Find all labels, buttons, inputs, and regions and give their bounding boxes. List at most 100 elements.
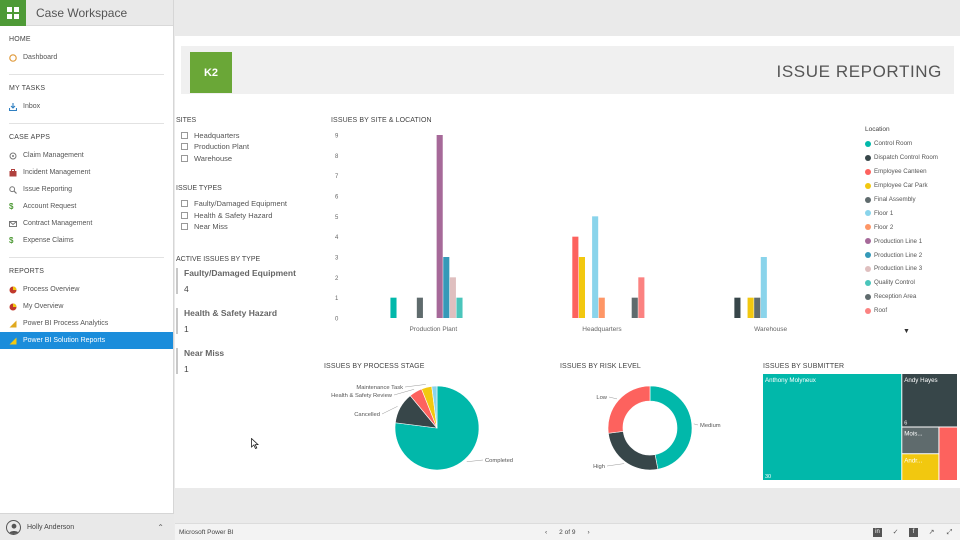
user-bar[interactable]: Holly Anderson ⌃ — [0, 513, 174, 540]
submitter-treemap[interactable]: Anthony Molyneux Andy Hayes Mois... Andr...… — [763, 374, 958, 484]
bar — [416, 297, 423, 318]
bar-chart-title: ISSUES BY SITE & LOCATION — [331, 117, 432, 124]
nav-item-contract-management[interactable]: Contract Management — [9, 215, 164, 232]
previous-page-icon[interactable]: ‹ — [545, 528, 548, 536]
dashboard-icon — [9, 53, 17, 62]
legend-item[interactable]: Production Line 3 — [865, 262, 960, 276]
inbox-icon — [8, 102, 18, 111]
checkbox[interactable] — [181, 223, 188, 230]
risk-level-donut[interactable]: Medium High Low — [590, 374, 750, 479]
legend-item[interactable]: Production Line 1 — [865, 234, 960, 248]
slicer-item-health-safety[interactable]: Health & Safety Hazard — [181, 211, 272, 220]
legend-swatch — [865, 210, 871, 217]
nav-item-expense-claims[interactable]: $ Expense Claims — [9, 232, 164, 249]
donut-slice-label: Medium — [700, 423, 721, 429]
facebook-icon[interactable]: f — [909, 527, 918, 537]
legend-label: Floor 1 — [874, 209, 894, 217]
slicer-item-warehouse[interactable]: Warehouse — [181, 154, 232, 163]
next-page-icon[interactable]: › — [587, 528, 590, 536]
process-stage-pie[interactable]: Completed Cancelled Health & Safety Review… — [320, 374, 535, 479]
nav-label: Incident Management — [23, 169, 91, 176]
kpi-label: Faulty/Damaged Equipment — [184, 268, 296, 278]
treemap-value: 6 — [904, 421, 907, 427]
checkbox[interactable] — [181, 155, 188, 162]
slicer-item-near-miss[interactable]: Near Miss — [181, 222, 228, 231]
donut-slice-label: Low — [596, 395, 607, 401]
twitter-icon[interactable]: ✓ — [892, 528, 899, 536]
checkbox[interactable] — [181, 132, 188, 139]
legend-swatch — [865, 140, 871, 147]
legend-item[interactable]: Floor 1 — [865, 206, 960, 220]
bar-chart[interactable]: 0 1 2 3 4 5 6 7 8 9 Production Plant Headquarters Wa… — [325, 128, 865, 343]
slicer-label: Faulty/Damaged Equipment — [194, 199, 287, 208]
legend-swatch — [865, 238, 871, 245]
pie-leader-line — [393, 389, 415, 396]
donut-slice — [607, 431, 659, 471]
nav-head-home: HOME — [9, 36, 31, 43]
nav-label: Expense Claims — [23, 237, 74, 244]
slicer-label: Warehouse — [194, 154, 233, 163]
treemap-label: Andy Hayes — [904, 377, 937, 384]
k2-logo: K2 — [190, 52, 232, 93]
y-tick-label: 4 — [335, 235, 339, 241]
risk-chart-title: ISSUES BY RISK LEVEL — [560, 363, 641, 370]
chart-legend: Location Control Room Dispatch Control Ro… — [865, 126, 960, 318]
legend-item[interactable]: Employee Canteen — [865, 165, 960, 179]
bar — [456, 297, 463, 318]
bar — [631, 297, 638, 318]
nav-item-power-bi-process-analytics[interactable]: Power BI Process Analytics — [9, 315, 164, 332]
checkbox[interactable] — [181, 212, 188, 219]
legend-item[interactable]: Control Room — [865, 137, 960, 151]
submitter-chart-title: ISSUES BY SUBMITTER — [763, 363, 845, 370]
legend-label: Dispatch Control Room — [874, 154, 938, 162]
checkbox[interactable] — [181, 200, 188, 207]
nav-item-my-overview[interactable]: My Overview — [9, 298, 164, 315]
kpi-card: Health & Safety Hazard 1 — [176, 308, 306, 334]
app-sidebar: Case Workspace HOME Dashboard MY TASKS I… — [0, 0, 174, 540]
legend-item[interactable]: Final Assembly — [865, 193, 960, 207]
app-grid-icon[interactable] — [0, 0, 26, 26]
legend-label: Production Line 1 — [874, 237, 923, 245]
nav-item-process-overview[interactable]: Process Overview — [9, 281, 164, 298]
slicer-item-faulty-equipment[interactable]: Faulty/Damaged Equipment — [181, 199, 287, 208]
bar — [436, 135, 443, 318]
kpi-value: 4 — [184, 284, 189, 294]
nav-home: HOME Dashboard — [0, 26, 173, 66]
nav-divider — [9, 257, 164, 258]
bar — [449, 277, 456, 318]
legend-swatch — [865, 224, 871, 231]
legend-item[interactable]: Floor 2 — [865, 220, 960, 234]
share-icon[interactable]: ↗ — [928, 528, 935, 536]
slicer-item-headquarters[interactable]: Headquarters — [181, 131, 239, 140]
report-title: ISSUE REPORTING — [776, 62, 942, 81]
nav-label: Claim Management — [23, 152, 84, 159]
nav-label: Power BI Solution Reports — [23, 337, 106, 344]
x-tick-label: Production Plant — [409, 326, 457, 333]
nav-item-incident-management[interactable]: Incident Management — [9, 164, 164, 181]
nav-item-power-bi-solution-reports[interactable]: Power BI Solution Reports — [0, 332, 173, 349]
nav-item-inbox[interactable]: Inbox — [8, 98, 164, 115]
treemap-label: Anthony Molyneux — [765, 377, 817, 384]
nav-item-account-request[interactable]: $ Account Request — [9, 198, 164, 215]
fullscreen-icon[interactable]: ⤢ — [946, 528, 953, 536]
nav-item-issue-reporting[interactable]: Issue Reporting — [9, 181, 164, 198]
legend-item[interactable]: Roof — [865, 304, 960, 318]
legend-item[interactable]: Dispatch Control Room — [865, 151, 960, 165]
legend-scroll-down-icon[interactable]: ▼ — [903, 328, 910, 335]
bar — [598, 297, 605, 318]
legend-swatch — [865, 182, 871, 189]
nav-item-claim-management[interactable]: Claim Management — [9, 147, 164, 164]
legend-item[interactable]: Employee Car Park — [865, 179, 960, 193]
linkedin-icon[interactable]: in — [873, 527, 882, 537]
checkbox[interactable] — [181, 143, 188, 150]
legend-item[interactable]: Reception Area — [865, 290, 960, 304]
chevron-up-icon[interactable]: ⌃ — [157, 522, 164, 532]
k2-logo-text: K2 — [203, 66, 219, 79]
legend-item[interactable]: Production Line 2 — [865, 248, 960, 262]
dollar-icon: $ — [9, 235, 14, 245]
legend-items: Control Room Dispatch Control Room Employe… — [865, 137, 960, 318]
nav-item-dashboard[interactable]: Dashboard — [9, 49, 164, 66]
legend-item[interactable]: Quality Control — [865, 276, 960, 290]
slicer-item-production-plant[interactable]: Production Plant — [181, 142, 249, 151]
nav-reports: REPORTS Process Overview My Overview Pow… — [0, 258, 173, 349]
